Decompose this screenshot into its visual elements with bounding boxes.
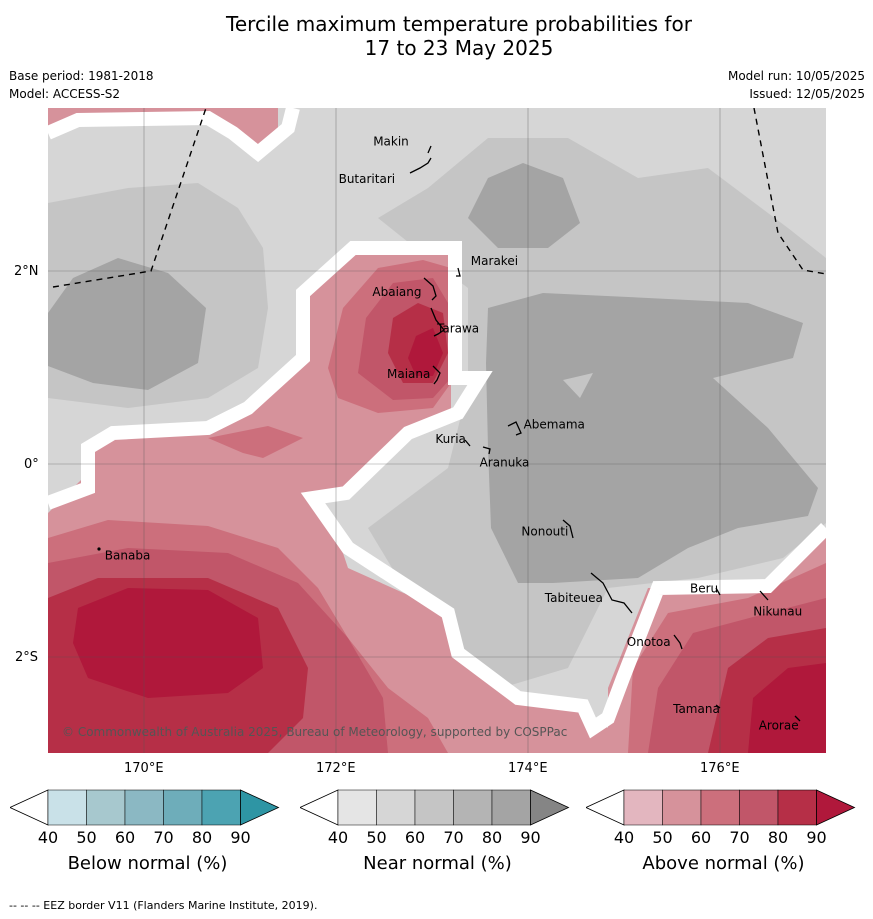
lon-label-172e: 172°E — [316, 761, 356, 776]
near-normal-swatch-4 — [453, 789, 493, 826]
above-normal-tick-60: 60 — [690, 828, 712, 847]
above-normal-swatch-5 — [777, 789, 817, 826]
copyright-notice: © Commonwealth of Australia 2025, Bureau… — [62, 725, 567, 739]
issued-date: Issued: 12/05/2025 — [749, 87, 865, 101]
near-normal-swatch-5 — [491, 789, 531, 826]
lon-label-176e: 176°E — [700, 761, 740, 776]
place-label-arorae: Arorae — [759, 718, 799, 732]
map-title: Tercile maximum temperature probabilitie… — [0, 12, 873, 60]
near-normal-colorbar: 40 50 60 70 80 90 Near normal (%) — [299, 789, 575, 879]
below-normal-colorbar-label: Below normal (%) — [67, 853, 228, 874]
above-normal-colorbar-swatches — [585, 789, 856, 826]
below-normal-tick-50: 50 — [76, 828, 97, 847]
lat-label-2n: 2°N — [14, 264, 39, 279]
eez-border — [52, 108, 826, 288]
base-period: Base period: 1981-2018 — [9, 69, 154, 83]
place-label-onotoa: Onotoa — [627, 635, 671, 649]
title-line-1: Tercile maximum temperature probabilitie… — [226, 12, 692, 36]
lat-label-0: 0° — [24, 457, 39, 472]
model-run: Model run: 10/05/2025 — [727, 69, 865, 83]
below-normal-tick-70: 70 — [153, 828, 174, 847]
near-normal-60-north — [468, 163, 580, 248]
place-label-tamana: Tamana — [672, 702, 720, 716]
below-normal-tick-90: 90 — [230, 828, 251, 847]
near-normal-60-east — [486, 293, 818, 583]
above-normal-swatch-4 — [739, 789, 779, 826]
above-normal-90-se — [748, 663, 826, 753]
above-normal-tick-50: 50 — [652, 828, 673, 847]
banaba-dot — [97, 547, 101, 551]
below-normal-tick-60: 60 — [114, 828, 136, 847]
below-normal-swatch-3 — [124, 789, 164, 826]
below-normal-swatch-2 — [86, 789, 126, 826]
place-label-nonouti: Nonouti — [521, 524, 568, 538]
place-label-tarawa: Tarawa — [436, 322, 479, 336]
below-normal-tick-40: 40 — [37, 828, 59, 847]
near-normal-60-west — [48, 258, 206, 390]
near-normal-colorbar-label: Near normal (%) — [363, 853, 512, 874]
above-normal-swatch-2 — [662, 789, 702, 826]
near-normal-tick-60: 60 — [404, 828, 426, 847]
place-label-abemama: Abemama — [524, 418, 585, 432]
below-normal-tick-80: 80 — [191, 828, 213, 847]
graticule — [48, 108, 826, 753]
place-label-nikunau: Nikunau — [753, 605, 802, 619]
place-label-marakei: Marakei — [471, 254, 518, 268]
place-label-tabiteuea: Tabiteuea — [544, 591, 603, 605]
near-normal-tick-70: 70 — [443, 828, 464, 847]
near-normal-swatch-under — [299, 789, 339, 826]
above-normal-60-mid — [208, 426, 303, 458]
near-normal-swatch-3 — [414, 789, 454, 826]
island-outlines — [409, 145, 801, 722]
above-normal-colorbar-label: Above normal (%) — [642, 853, 805, 874]
place-label-beru: Beru — [690, 582, 718, 596]
place-label-maiana: Maiana — [387, 367, 430, 381]
below-normal-swatch-over — [240, 789, 280, 826]
place-label-makin: Makin — [373, 134, 409, 148]
above-normal-swatch-over — [816, 789, 856, 826]
below-normal-swatch-1 — [47, 789, 87, 826]
meta-left: Base period: 1981-2018 Model: ACCESS-S2 — [9, 67, 154, 103]
place-label-aranuka: Aranuka — [480, 456, 530, 470]
above-normal-90-sw — [73, 588, 263, 698]
below-normal-colorbar: 40 50 60 70 80 90 Below normal (%) — [9, 789, 285, 879]
below-normal-colorbar-swatches — [9, 789, 280, 826]
above-normal-tick-90: 90 — [806, 828, 827, 847]
place-label-abaiang: Abaiang — [372, 285, 421, 299]
near-normal-swatch-over — [530, 789, 570, 826]
above-normal-tick-80: 80 — [767, 828, 789, 847]
place-label-kuria: Kuria — [435, 432, 466, 446]
near-normal-colorbar-swatches — [299, 789, 570, 826]
lon-label-170e: 170°E — [124, 761, 164, 776]
near-normal-swatch-2 — [376, 789, 416, 826]
near-normal-tick-40: 40 — [327, 828, 349, 847]
above-normal-swatch-1 — [623, 789, 663, 826]
above-normal-swatch-3 — [700, 789, 740, 826]
below-normal-swatch-5 — [201, 789, 241, 826]
place-label-butaritari: Butaritari — [339, 172, 396, 186]
below-normal-swatch-4 — [163, 789, 203, 826]
place-labels: Makin Butaritari Marakei Abaiang Tarawa Maian… — [105, 134, 802, 732]
near-normal-tick-50: 50 — [366, 828, 387, 847]
below-normal-swatch-under — [9, 789, 49, 826]
meta-right: Model run: 10/05/2025 Issued: 12/05/2025 — [728, 67, 865, 103]
lon-label-174e: 174°E — [508, 761, 548, 776]
above-normal-tick-40: 40 — [613, 828, 635, 847]
probability-map: Makin Butaritari Marakei Abaiang Tarawa Maian… — [48, 108, 826, 753]
tercile-boundary-band — [48, 241, 826, 739]
above-normal-swatch-under — [585, 789, 625, 826]
eez-footnote: -- -- -- EEZ border V11 (Flanders Marine… — [9, 899, 318, 912]
near-normal-tick-90: 90 — [520, 828, 541, 847]
near-normal-hole — [563, 373, 593, 398]
near-normal-swatch-1 — [337, 789, 377, 826]
above-normal-90-tarawa — [408, 328, 443, 376]
above-normal-tick-70: 70 — [729, 828, 750, 847]
model-name: Model: ACCESS-S2 — [9, 87, 121, 101]
tercile-boundary-band-north — [48, 108, 300, 163]
above-normal-colorbar: 40 50 60 70 80 90 Above normal (%) — [585, 789, 861, 879]
near-normal-tick-80: 80 — [481, 828, 503, 847]
place-label-banaba: Banaba — [105, 549, 151, 563]
lat-label-2s: 2°S — [15, 650, 39, 665]
title-line-2: 17 to 23 May 2025 — [364, 36, 554, 60]
